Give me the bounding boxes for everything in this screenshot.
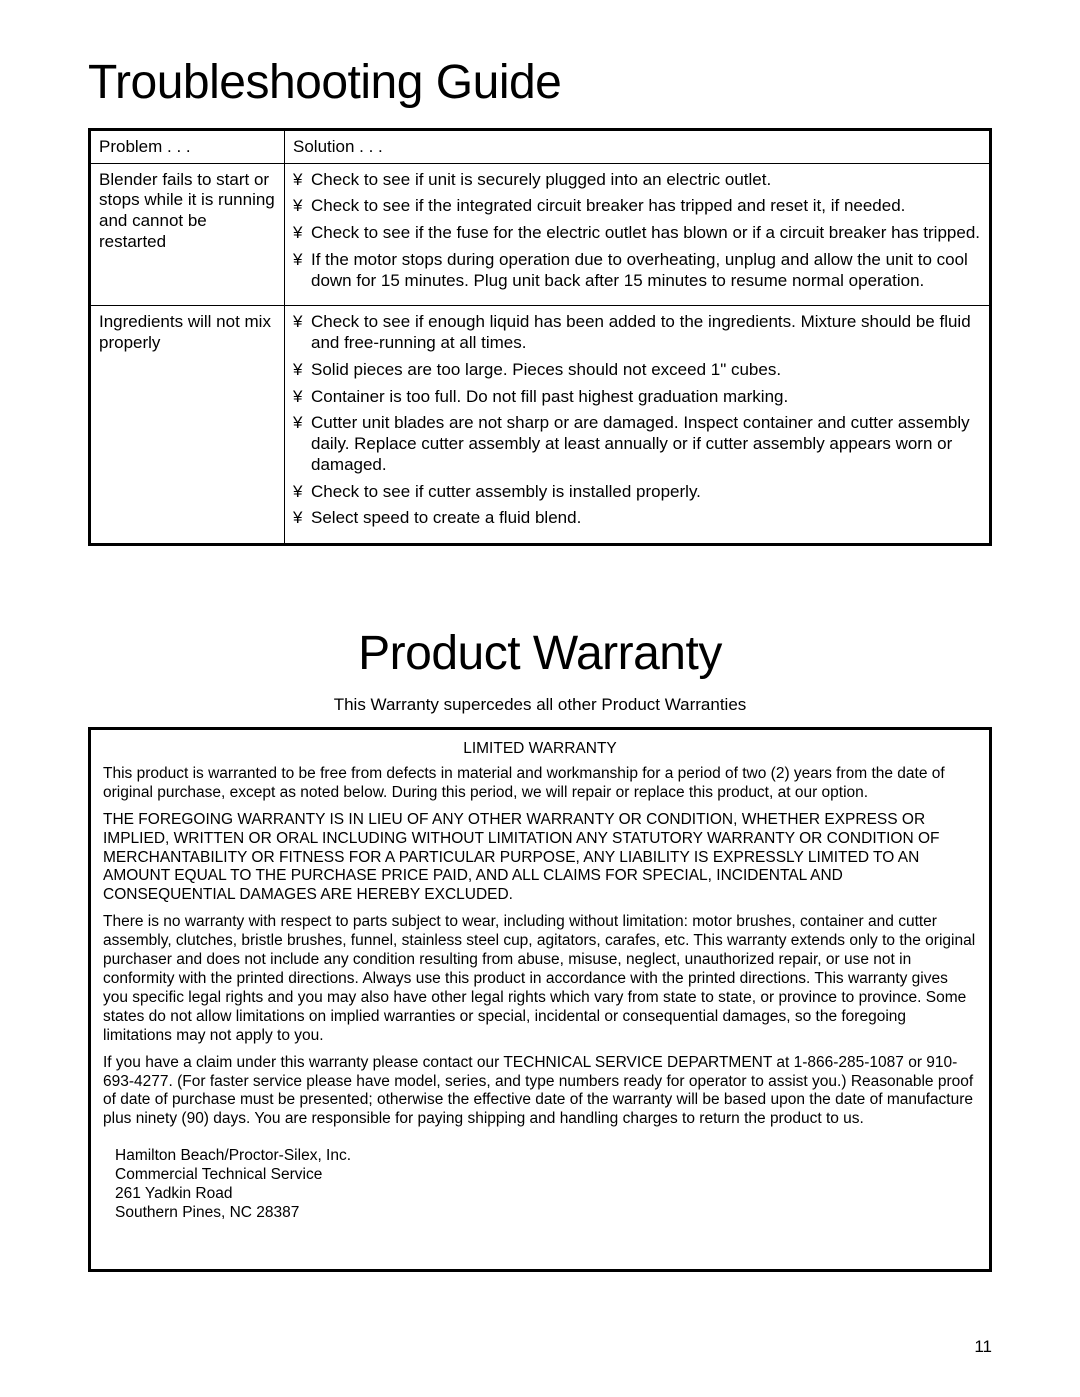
solution-item: If the motor stops during operation due … — [293, 250, 981, 291]
solution-item: Cutter unit blades are not sharp or are … — [293, 413, 981, 475]
address-line: Commercial Technical Service — [115, 1166, 977, 1185]
solution-item: Check to see if the integrated circuit b… — [293, 196, 981, 217]
problem-cell: Ingredients will not mix properly — [90, 306, 285, 545]
solution-list: Check to see if enough liquid has been a… — [293, 312, 981, 529]
troubleshooting-title: Troubleshooting Guide — [88, 55, 992, 110]
warranty-address: Hamilton Beach/Proctor-Silex, Inc. Comme… — [103, 1147, 977, 1223]
solution-item: Select speed to create a fluid blend. — [293, 508, 981, 529]
address-line: Hamilton Beach/Proctor-Silex, Inc. — [115, 1147, 977, 1166]
warranty-paragraph: If you have a claim under this warranty … — [103, 1054, 977, 1130]
solution-cell: Check to see if enough liquid has been a… — [285, 306, 991, 545]
warranty-paragraph: THE FOREGOING WARRANTY IS IN LIEU OF ANY… — [103, 811, 977, 906]
warranty-title: Product Warranty — [88, 626, 992, 681]
solution-cell: Check to see if unit is securely plugged… — [285, 163, 991, 306]
table-row: Blender fails to start or stops while it… — [90, 163, 991, 306]
troubleshooting-table: Problem . . . Solution . . . Blender fai… — [88, 128, 992, 546]
solution-item: Check to see if cutter assembly is insta… — [293, 482, 981, 503]
solution-list: Check to see if unit is securely plugged… — [293, 170, 981, 292]
address-line: Southern Pines, NC 28387 — [115, 1204, 977, 1223]
address-line: 261 Yadkin Road — [115, 1185, 977, 1204]
solution-item: Solid pieces are too large. Pieces shoul… — [293, 360, 981, 381]
warranty-paragraph: This product is warranted to be free fro… — [103, 765, 977, 803]
header-problem: Problem . . . — [90, 130, 285, 164]
table-row: Ingredients will not mix properly Check … — [90, 306, 991, 545]
warranty-box: LIMITED WARRANTY This product is warrant… — [88, 727, 992, 1272]
table-header-row: Problem . . . Solution . . . — [90, 130, 991, 164]
warranty-box-title: LIMITED WARRANTY — [103, 740, 977, 759]
header-solution: Solution . . . — [285, 130, 991, 164]
warranty-subhead: This Warranty supercedes all other Produ… — [88, 695, 992, 715]
warranty-paragraph: There is no warranty with respect to par… — [103, 913, 977, 1045]
solution-item: Check to see if unit is securely plugged… — [293, 170, 981, 191]
page-content: Troubleshooting Guide Problem . . . Solu… — [0, 0, 1080, 1272]
solution-item: Check to see if enough liquid has been a… — [293, 312, 981, 353]
solution-item: Check to see if the fuse for the electri… — [293, 223, 981, 244]
problem-cell: Blender fails to start or stops while it… — [90, 163, 285, 306]
solution-item: Container is too full. Do not fill past … — [293, 387, 981, 408]
page-number: 11 — [974, 1337, 992, 1357]
